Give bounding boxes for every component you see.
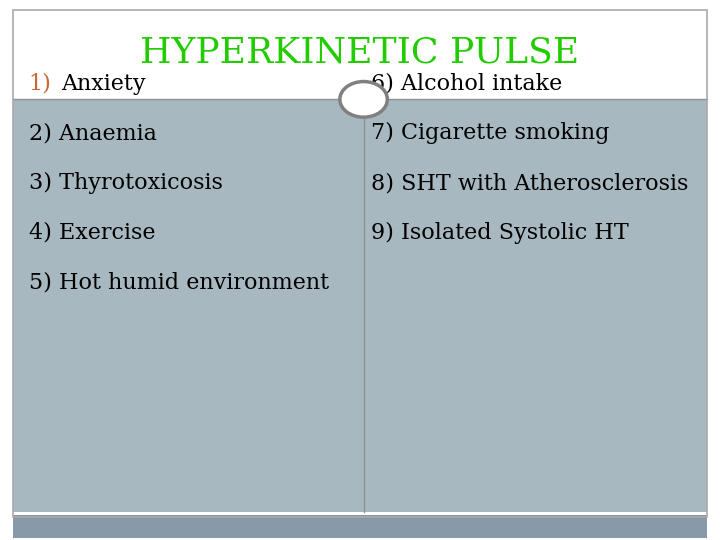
Text: 4) Exercise: 4) Exercise	[29, 222, 156, 244]
Bar	[13, 99, 707, 512]
Text: HYPERKINETIC PULSE: HYPERKINETIC PULSE	[140, 35, 580, 69]
Text: 6) Alcohol intake: 6) Alcohol intake	[371, 73, 562, 94]
Bar	[13, 515, 707, 538]
Text: Anxiety: Anxiety	[61, 73, 146, 94]
Circle shape	[340, 82, 387, 117]
Text: 1): 1)	[29, 73, 52, 94]
Text: 7) Cigarette smoking: 7) Cigarette smoking	[371, 123, 609, 144]
Bar	[13, 5, 707, 99]
Text: 5) Hot humid environment: 5) Hot humid environment	[29, 272, 329, 293]
Text: 3) Thyrotoxicosis: 3) Thyrotoxicosis	[29, 172, 222, 194]
Text: 2) Anaemia: 2) Anaemia	[29, 123, 157, 144]
Text: 9) Isolated Systolic HT: 9) Isolated Systolic HT	[371, 222, 629, 244]
Text: 8) SHT with Atherosclerosis: 8) SHT with Atherosclerosis	[371, 172, 688, 194]
